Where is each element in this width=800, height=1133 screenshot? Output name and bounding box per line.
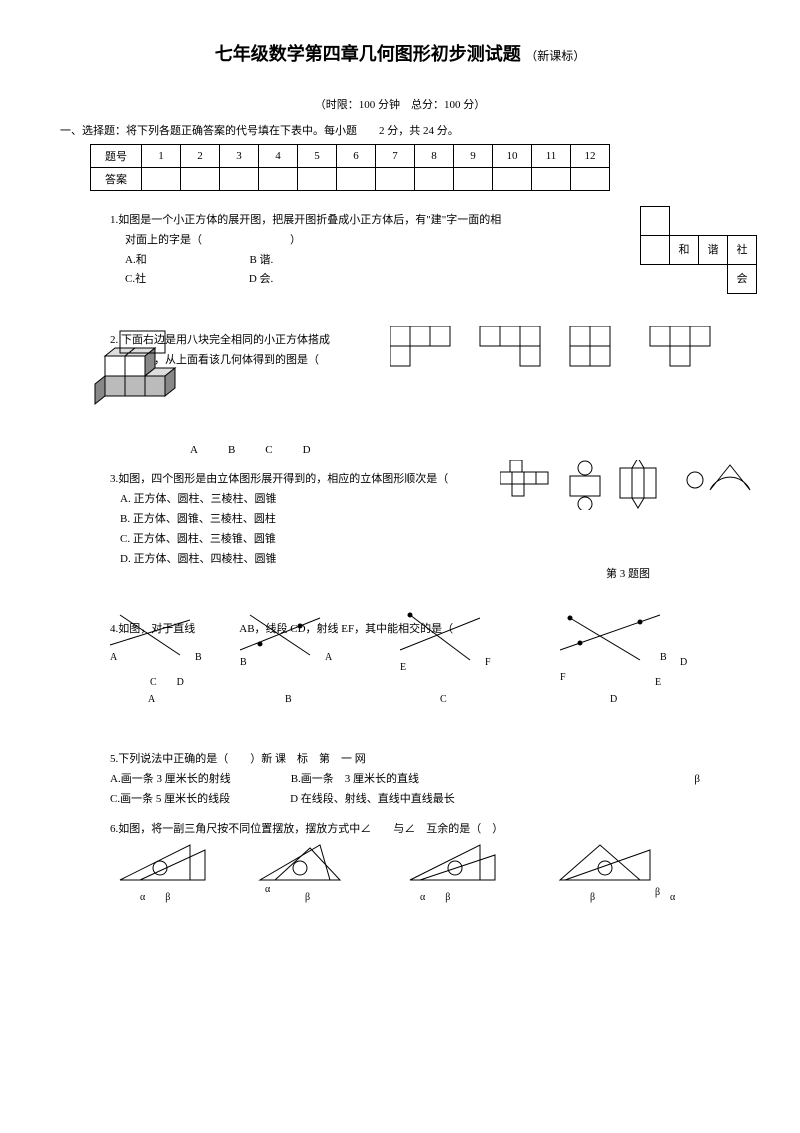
row2-label: 答案	[91, 168, 142, 191]
table-row: 答案	[91, 168, 610, 191]
lbl-c: C	[265, 444, 302, 456]
svg-text:F: F	[560, 672, 566, 683]
question-3: 3.如图，四个图形是由立体图形展开得到的，相应的立体图形顺次是（ A. 正方体、…	[110, 470, 740, 600]
cell-he: 和	[669, 235, 699, 265]
q1-optD: D 会.	[249, 270, 273, 290]
q2-abcd: ABCD	[190, 441, 740, 461]
table-row: 题号 1 2 3 4 5 6 7 8 9 10 11 12	[91, 145, 610, 168]
ans-cell[interactable]	[454, 168, 493, 191]
q6-text: 6.如图，将一副三角尺按不同位置摆放，摆放方式中∠ 与∠ 互余的是（ ）	[110, 820, 740, 840]
q1-optB: B 谐.	[249, 251, 273, 271]
col-4: 4	[259, 145, 298, 168]
cell-she: 社	[727, 235, 757, 265]
svg-text:α β: α β	[420, 892, 450, 903]
page-title: 七年级数学第四章几何图形初步测试题 （新课标）	[60, 40, 740, 66]
title-sub: （新课标）	[525, 49, 585, 63]
section-1-head: 一、选择题：将下列各题正确答案的代号填在下表中。每小题 2 分，共 24 分。	[60, 122, 740, 138]
svg-text:α β: α β	[140, 892, 170, 903]
svg-text:F: F	[485, 657, 491, 668]
svg-text:E: E	[655, 677, 661, 688]
ans-cell[interactable]	[415, 168, 454, 191]
ans-cell[interactable]	[220, 168, 259, 191]
lbl-d: D	[303, 444, 341, 456]
col-3: 3	[220, 145, 259, 168]
svg-text:C: C	[440, 694, 447, 705]
ans-cell[interactable]	[298, 168, 337, 191]
question-2: 2. 下面右边是用八块完全相同的小正方体搭成 的几何体，从上面看该几何体得到的图…	[110, 331, 740, 460]
q3-caption: 第 3 题图	[606, 565, 650, 585]
title-main: 七年级数学第四章几何图形初步测试题	[215, 44, 521, 64]
svg-text:β: β	[590, 892, 595, 903]
lbl-a: A	[190, 444, 228, 456]
svg-text:β: β	[655, 887, 660, 898]
col-10: 10	[493, 145, 532, 168]
q4-lines-figure: B A C D A A B B F E C B D F E D	[100, 610, 720, 705]
question-5: 5.下列说法中正确的是（ ）新 课 标 第 一 网 A.画一条 3 厘米长的射线…	[110, 750, 740, 809]
ans-cell[interactable]	[532, 168, 571, 191]
svg-text:α: α	[670, 892, 676, 903]
svg-text:α: α	[265, 884, 271, 895]
ans-cell[interactable]	[571, 168, 610, 191]
col-9: 9	[454, 145, 493, 168]
q3-optB: B. 正方体、圆锥、三棱柱、圆柱	[120, 510, 740, 530]
ans-cell[interactable]	[259, 168, 298, 191]
col-11: 11	[532, 145, 571, 168]
ans-cell[interactable]	[337, 168, 376, 191]
q1-optA: A.和	[125, 251, 147, 271]
q5-optB: B.画一条 3 厘米长的直线	[291, 770, 419, 790]
q5-text: 5.下列说法中正确的是（ ）新 课 标 第 一 网	[110, 750, 740, 770]
question-6: 6.如图，将一副三角尺按不同位置摆放，摆放方式中∠ 与∠ 互余的是（ ） α β…	[110, 820, 740, 923]
question-1: 1.如图是一个小正方体的展开图，把展开图折叠成小正方体后，有"建"字一面的相 对…	[110, 211, 740, 321]
q3-nets-icon	[500, 460, 760, 510]
col-8: 8	[415, 145, 454, 168]
cube-net-figure: 和 谐 社 会	[610, 206, 770, 306]
svg-text:B: B	[285, 694, 292, 705]
time-info: （时限：100 分钟 总分：100 分）	[60, 96, 740, 112]
col-1: 1	[142, 145, 181, 168]
svg-text:B: B	[195, 652, 202, 663]
svg-text:A: A	[325, 652, 333, 663]
col-5: 5	[298, 145, 337, 168]
answer-table: 题号 1 2 3 4 5 6 7 8 9 10 11 12 答案	[90, 144, 610, 191]
svg-text:A: A	[148, 694, 156, 705]
beta-label: β	[694, 770, 700, 790]
col-12: 12	[571, 145, 610, 168]
col-2: 2	[181, 145, 220, 168]
col-7: 7	[376, 145, 415, 168]
svg-text:D: D	[680, 657, 687, 668]
cube-3d-icon	[85, 326, 195, 421]
svg-text:D: D	[610, 694, 617, 705]
q2-top-views	[390, 326, 730, 384]
q5-optC: C.画一条 5 厘米长的线段	[110, 790, 230, 810]
svg-text:C D: C D	[150, 677, 184, 688]
svg-text:A: A	[110, 652, 118, 663]
ans-cell[interactable]	[376, 168, 415, 191]
svg-text:β: β	[305, 892, 310, 903]
question-4: 4.如图，对于直线 AB，线段 CD，射线 EF，其中能相交的是（ BA C D…	[110, 620, 740, 740]
q5-optA: A.画一条 3 厘米长的射线	[110, 770, 231, 790]
ans-cell[interactable]	[181, 168, 220, 191]
q6-triangles-figure: α β βα α β ββα	[110, 840, 730, 915]
col-6: 6	[337, 145, 376, 168]
lbl-b: B	[228, 444, 265, 456]
ans-cell[interactable]	[142, 168, 181, 191]
svg-text:B: B	[660, 652, 667, 663]
q3-optC: C. 正方体、圆柱、三棱锥、圆锥	[120, 530, 740, 550]
svg-text:E: E	[400, 662, 406, 673]
ans-cell[interactable]	[493, 168, 532, 191]
q1-optC: C.社	[125, 270, 146, 290]
row1-label: 题号	[91, 145, 142, 168]
svg-text:B: B	[240, 657, 247, 668]
cell-hui: 会	[727, 264, 757, 294]
q5-optD: D 在线段、射线、直线中直线最长	[290, 790, 455, 810]
cell-xie: 谐	[698, 235, 728, 265]
